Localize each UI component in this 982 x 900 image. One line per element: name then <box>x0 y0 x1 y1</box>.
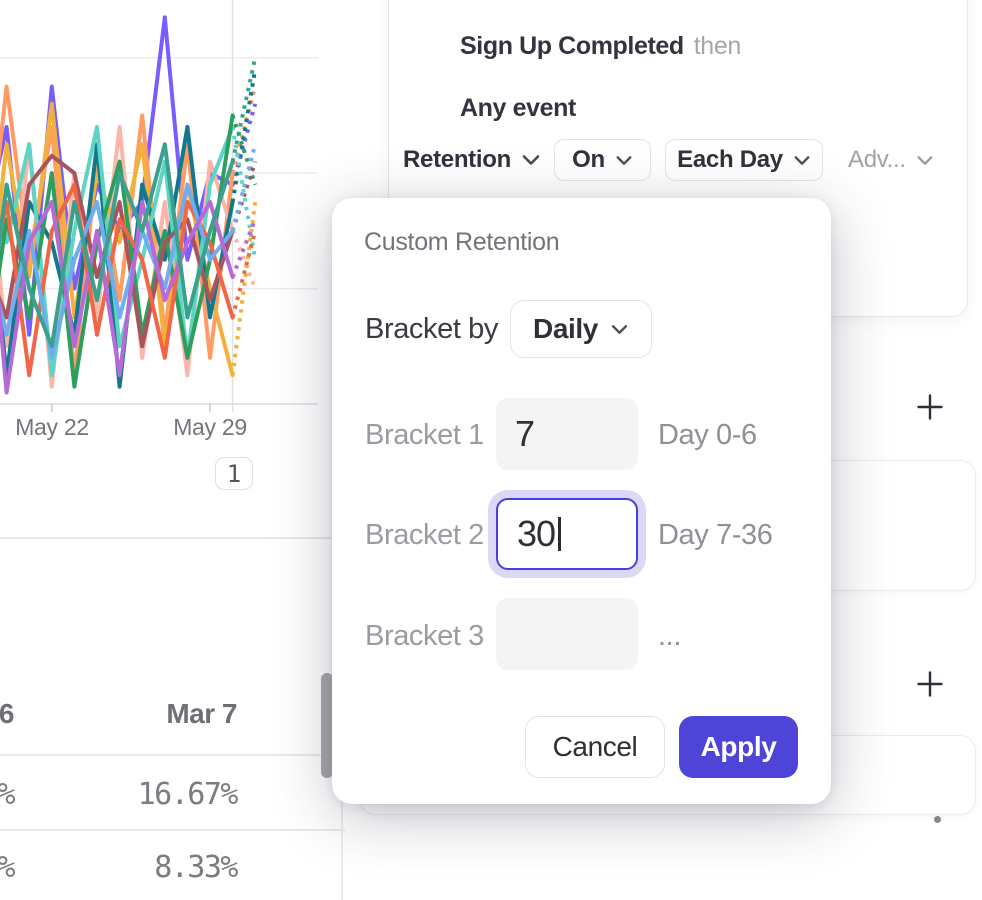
bracket-3-range: ... <box>658 620 681 652</box>
x-axis-tick-label: May 22 <box>15 414 89 440</box>
granularity-dropdown-button[interactable]: Each Day <box>665 139 823 181</box>
chevron-down-icon <box>610 324 629 335</box>
table-cell-truncated: % <box>0 780 16 810</box>
x-axis-tick-label: May 29 <box>173 414 247 440</box>
chevron-down-icon <box>521 154 541 166</box>
on-label: On <box>572 146 605 173</box>
funnel-step-1[interactable]: Sign Up Completed then <box>460 29 741 64</box>
bracket-by-value: Daily <box>533 313 598 344</box>
bracket-2-label: Bracket 2 <box>365 519 484 551</box>
cancel-button[interactable]: Cancel <box>525 716 665 778</box>
add-section-button plus-icon[interactable] <box>917 671 943 697</box>
bracket-2-input[interactable]: 30 <box>496 498 638 570</box>
table-header-divider <box>0 754 345 756</box>
table-row-divider <box>0 829 345 831</box>
bracket-by-dropdown[interactable]: Daily <box>510 300 652 358</box>
bracket-1-value: 7 <box>515 413 535 454</box>
text-cursor <box>558 517 561 551</box>
modal-title: Custom Retention <box>364 228 560 256</box>
bracket-3-label: Bracket 3 <box>365 620 484 652</box>
table-cell: 16.67% <box>137 777 239 812</box>
on-dropdown-button[interactable]: On <box>554 139 651 181</box>
funnel-step-2[interactable]: Any event <box>460 91 576 126</box>
advanced-label: Adv... <box>848 146 906 173</box>
apply-button[interactable]: Apply <box>679 716 798 778</box>
granularity-label: Each Day <box>677 146 783 173</box>
bracket-2-value: 30 <box>517 513 556 554</box>
pagination-page-badge[interactable]: 1 <box>215 457 253 490</box>
bracket-2-range: Day 7-36 <box>658 519 773 551</box>
retention-line-chart: May 22 May 29 1 <box>0 0 332 490</box>
measurement-dropdown[interactable]: Retention <box>403 139 541 181</box>
table-cell: 8.33% <box>154 850 238 885</box>
bracket-1-label: Bracket 1 <box>365 419 484 451</box>
step-2-event-name: Any event <box>460 94 576 122</box>
measurement-label: Retention <box>403 146 511 173</box>
bracket-by-label: Bracket by <box>365 313 498 345</box>
step-connector: then <box>693 32 741 60</box>
add-section-button plus-icon[interactable] <box>917 394 943 420</box>
table-header-truncated: 6 <box>0 698 15 729</box>
line-chart-canvas <box>0 0 318 412</box>
chevron-down-icon <box>615 155 633 166</box>
step-1-event-name: Sign Up Completed <box>460 32 684 60</box>
bracket-3-input[interactable] <box>496 598 638 670</box>
chevron-down-icon <box>916 155 934 166</box>
table-header-mar-7: Mar 7 <box>166 698 237 729</box>
kebab-dot <box>933 816 941 823</box>
bracket-1-input[interactable]: 7 <box>496 398 638 470</box>
table-scrollbar-thumb[interactable] <box>321 673 333 778</box>
chevron-down-icon <box>793 155 811 166</box>
section-divider <box>0 537 333 539</box>
table-column-divider <box>341 755 343 900</box>
table-cell-truncated: % <box>0 853 16 883</box>
advanced-dropdown[interactable]: Adv... <box>848 139 934 181</box>
bracket-1-range: Day 0-6 <box>658 419 757 451</box>
custom-retention-modal: Custom Retention Bracket by Daily Bracke… <box>332 198 831 804</box>
